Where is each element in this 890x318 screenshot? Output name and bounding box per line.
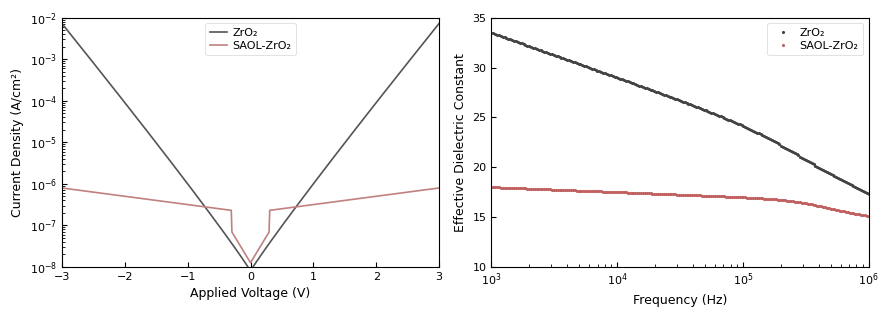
ZrO₂ <box>57 22 68 25</box>
Line: ZrO₂: ZrO₂ <box>490 31 870 195</box>
SAOL-ZrO₂ <box>845 211 855 215</box>
ZrO₂ <box>127 110 138 114</box>
SAOL-ZrO₂ <box>358 196 368 200</box>
ZrO₂ <box>509 39 520 43</box>
Line: SAOL-ZrO₂: SAOL-ZrO₂ <box>490 185 870 218</box>
ZrO₂ <box>433 22 444 25</box>
Y-axis label: Current Density (A/cm²): Current Density (A/cm²) <box>11 68 24 217</box>
ZrO₂ <box>831 176 842 179</box>
ZrO₂ <box>556 56 567 59</box>
SAOL-ZrO₂ <box>509 186 520 190</box>
ZrO₂ <box>501 36 512 40</box>
SAOL-ZrO₂ <box>409 189 420 193</box>
Line: SAOL-ZrO₂: SAOL-ZrO₂ <box>62 188 439 263</box>
ZrO₂ <box>245 269 255 273</box>
SAOL-ZrO₂ <box>501 186 512 190</box>
SAOL-ZrO₂ <box>127 195 138 199</box>
SAOL-ZrO₂ <box>245 261 255 265</box>
SAOL-ZrO₂ <box>182 203 192 206</box>
ZrO₂ <box>845 183 855 186</box>
SAOL-ZrO₂ <box>423 188 433 191</box>
ZrO₂ <box>80 52 91 55</box>
ZrO₂ <box>486 31 497 35</box>
SAOL-ZrO₂ <box>863 214 874 218</box>
ZrO₂ <box>423 36 433 39</box>
ZrO₂ <box>587 66 597 70</box>
X-axis label: Applied Voltage (V): Applied Voltage (V) <box>190 287 311 300</box>
SAOL-ZrO₂ <box>556 188 567 192</box>
SAOL-ZrO₂ <box>57 186 68 190</box>
SAOL-ZrO₂ <box>486 185 497 189</box>
SAOL-ZrO₂ <box>433 186 444 190</box>
SAOL-ZrO₂ <box>831 208 842 212</box>
ZrO₂ <box>182 181 192 184</box>
SAOL-ZrO₂ <box>80 189 91 193</box>
ZrO₂ <box>409 52 420 56</box>
Line: ZrO₂: ZrO₂ <box>62 24 439 271</box>
X-axis label: Frequency (Hz): Frequency (Hz) <box>633 294 727 307</box>
ZrO₂ <box>358 118 368 121</box>
SAOL-ZrO₂ <box>587 189 597 193</box>
ZrO₂ <box>863 192 874 196</box>
Y-axis label: Effective Dielectric Constant: Effective Dielectric Constant <box>454 53 466 232</box>
Legend: ZrO₂, SAOL-ZrO₂: ZrO₂, SAOL-ZrO₂ <box>767 23 863 55</box>
Legend: ZrO₂, SAOL-ZrO₂: ZrO₂, SAOL-ZrO₂ <box>206 23 295 55</box>
